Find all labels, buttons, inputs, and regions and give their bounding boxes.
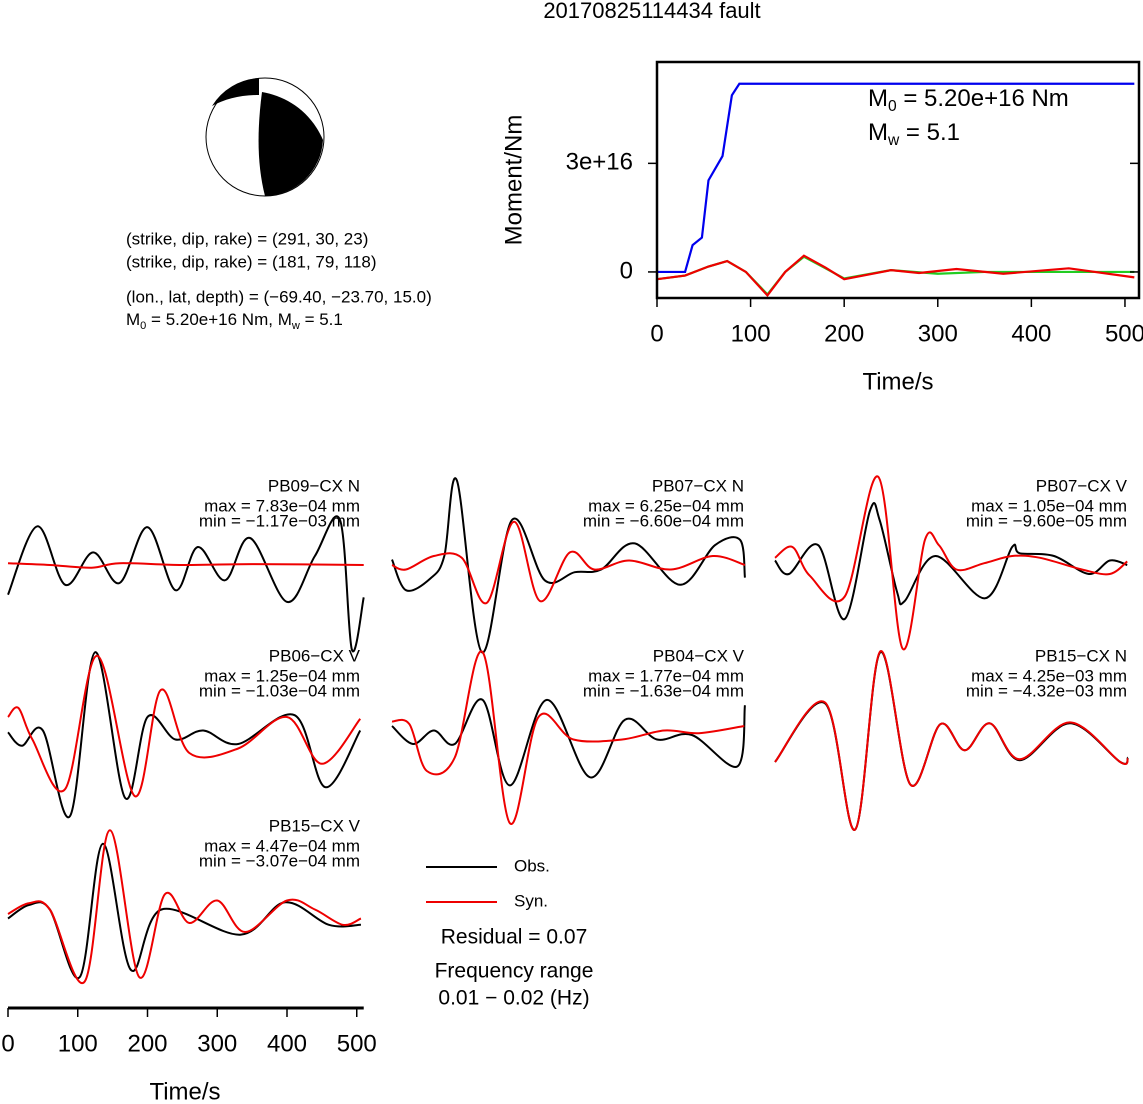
max-amplitude: max = 1.77e−04 mm — [588, 666, 744, 685]
station-label: PB07−CX N — [652, 476, 744, 495]
x-axis-label: Time/s — [149, 1078, 220, 1104]
legend-label: Obs. — [514, 856, 550, 875]
max-amplitude: max = 4.47e−04 mm — [204, 836, 360, 855]
x-axis-label: Time/s — [862, 368, 933, 395]
subscript: w — [887, 132, 900, 149]
waveform — [7, 651, 362, 819]
max-amplitude: max = 1.25e−04 mm — [204, 666, 360, 685]
x-tick-label: 500 — [337, 1030, 377, 1057]
text-part: = 5.1 — [899, 119, 960, 146]
waveform — [391, 698, 746, 787]
annotation: M0 = 5.20e+16 Nm — [868, 85, 1069, 115]
mechanism-text: (lon., lat, depth) = (−69.40, −23.70, 15… — [126, 287, 432, 306]
legend-label: Syn. — [514, 891, 548, 910]
waveform — [391, 520, 746, 605]
waveform — [391, 650, 745, 825]
moment-line — [657, 82, 1135, 274]
station-label: PB07−CX V — [1036, 476, 1128, 495]
plot-frame — [655, 60, 1141, 300]
x-tick-label: 400 — [267, 1030, 307, 1057]
text-part: = 5.20e+16 Nm — [897, 85, 1069, 112]
min-amplitude: min = −3.07e−04 mm — [199, 851, 360, 870]
x-tick-label: 200 — [127, 1030, 167, 1057]
figure-title: 20170825114434 fault — [543, 0, 760, 23]
text-part: M — [126, 310, 140, 329]
station-label: PB06−CX V — [269, 646, 361, 665]
max-amplitude: max = 6.25e−04 mm — [588, 496, 744, 515]
station-label: PB04−CX V — [653, 646, 745, 665]
x-tick-label: 400 — [1011, 320, 1051, 347]
x-tick-label: 100 — [731, 320, 771, 347]
x-tick-label: 300 — [918, 320, 958, 347]
annotation: Mw = 5.1 — [868, 119, 960, 149]
annotation: Frequency range — [435, 960, 594, 983]
beachball-compression — [258, 92, 323, 196]
x-tick-label: 500 — [1105, 320, 1143, 347]
subscript: 0 — [888, 98, 897, 115]
station-label: PB15−CX N — [1035, 646, 1127, 665]
text-part: M — [868, 119, 888, 146]
text-part: M — [868, 85, 888, 112]
subscript: w — [291, 320, 300, 332]
text-part: = 5.20e+16 Nm, M — [146, 310, 292, 329]
station-label: PB09−CX N — [268, 476, 360, 495]
waveform — [774, 650, 1129, 831]
annotation: Residual = 0.07 — [441, 926, 588, 949]
x-tick-label: 100 — [58, 1030, 98, 1057]
min-amplitude: min = −6.60e−04 mm — [583, 511, 744, 530]
beachball-compression — [212, 78, 259, 106]
y-tick-label: 3e+16 — [566, 149, 633, 176]
min-amplitude: min = −1.17e−03 mm — [199, 511, 360, 530]
station-label: PB15−CX V — [269, 816, 361, 835]
mechanism-moment: M0 = 5.20e+16 Nm, Mw = 5.1 — [126, 310, 343, 332]
waveform — [774, 475, 1128, 651]
y-tick-label: 0 — [620, 257, 633, 284]
waveform — [7, 515, 365, 653]
min-amplitude: min = −1.63e−04 mm — [583, 681, 744, 700]
max-amplitude: max = 7.83e−04 mm — [204, 496, 360, 515]
x-tick-label: 200 — [824, 320, 864, 347]
min-amplitude: min = −4.32e−03 mm — [966, 681, 1127, 700]
moment-line — [656, 254, 1135, 298]
waveform — [774, 502, 1128, 621]
max-amplitude: max = 4.25e−03 mm — [971, 666, 1127, 685]
x-tick-label: 0 — [650, 320, 663, 347]
mechanism-text: (strike, dip, rake) = (181, 79, 118) — [126, 252, 377, 271]
x-tick-label: 300 — [197, 1030, 237, 1057]
waveform — [7, 562, 364, 569]
waveform — [7, 654, 362, 798]
mechanism-text: (strike, dip, rake) = (291, 30, 23) — [126, 229, 368, 248]
min-amplitude: min = −1.03e−04 mm — [199, 681, 360, 700]
y-axis-label: Moment/Nm — [500, 115, 527, 246]
max-amplitude: max = 1.05e−04 mm — [971, 496, 1127, 515]
waveform — [391, 477, 746, 654]
waveform — [7, 829, 362, 985]
x-tick-label: 0 — [1, 1030, 14, 1057]
min-amplitude: min = −9.60e−05 mm — [966, 511, 1127, 530]
text-part: = 5.1 — [300, 310, 343, 329]
subscript: 0 — [140, 320, 146, 332]
beachball — [205, 77, 325, 197]
annotation: 0.01 − 0.02 (Hz) — [438, 987, 589, 1010]
